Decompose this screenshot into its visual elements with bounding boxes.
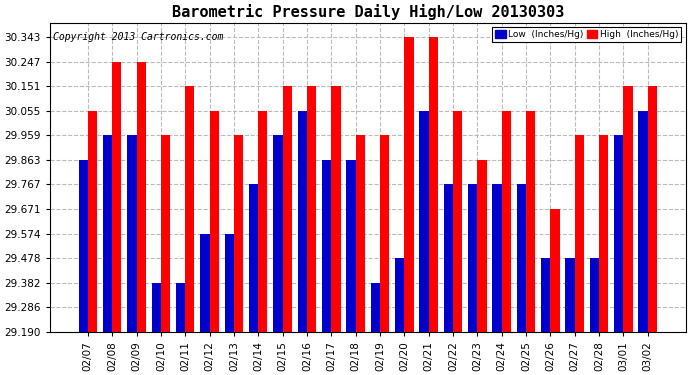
Title: Barometric Pressure Daily High/Low 20130303: Barometric Pressure Daily High/Low 20130… bbox=[172, 4, 564, 20]
Bar bbox=[541, 258, 551, 332]
Bar bbox=[283, 86, 292, 332]
Bar bbox=[420, 111, 428, 332]
Bar bbox=[331, 86, 340, 332]
Bar bbox=[297, 111, 307, 332]
Bar bbox=[395, 258, 404, 332]
Bar bbox=[355, 135, 365, 332]
Bar bbox=[493, 184, 502, 332]
Bar bbox=[152, 283, 161, 332]
Bar bbox=[161, 135, 170, 332]
Bar bbox=[517, 184, 526, 332]
Bar bbox=[623, 86, 633, 332]
Bar bbox=[273, 135, 283, 332]
Bar bbox=[307, 86, 316, 332]
Bar bbox=[371, 283, 380, 332]
Bar bbox=[88, 111, 97, 332]
Bar bbox=[502, 111, 511, 332]
Bar bbox=[565, 258, 575, 332]
Bar bbox=[599, 135, 609, 332]
Bar bbox=[103, 135, 112, 332]
Bar bbox=[444, 184, 453, 332]
Bar bbox=[176, 283, 185, 332]
Bar bbox=[638, 111, 648, 332]
Bar bbox=[468, 184, 477, 332]
Bar bbox=[346, 160, 355, 332]
Bar bbox=[258, 111, 268, 332]
Bar bbox=[380, 135, 389, 332]
Bar bbox=[551, 209, 560, 332]
Bar bbox=[234, 135, 243, 332]
Bar bbox=[477, 160, 486, 332]
Text: Copyright 2013 Cartronics.com: Copyright 2013 Cartronics.com bbox=[53, 32, 224, 42]
Bar bbox=[648, 86, 657, 332]
Bar bbox=[526, 111, 535, 332]
Legend: Low  (Inches/Hg), High  (Inches/Hg): Low (Inches/Hg), High (Inches/Hg) bbox=[492, 27, 681, 42]
Bar bbox=[428, 37, 438, 332]
Bar bbox=[453, 111, 462, 332]
Bar bbox=[249, 184, 258, 332]
Bar bbox=[322, 160, 331, 332]
Bar bbox=[200, 234, 210, 332]
Bar bbox=[210, 111, 219, 332]
Bar bbox=[79, 160, 88, 332]
Bar bbox=[575, 135, 584, 332]
Bar bbox=[590, 258, 599, 332]
Bar bbox=[185, 86, 195, 332]
Bar bbox=[404, 37, 413, 332]
Bar bbox=[112, 62, 121, 332]
Bar bbox=[127, 135, 137, 332]
Bar bbox=[137, 62, 146, 332]
Bar bbox=[614, 135, 623, 332]
Bar bbox=[225, 234, 234, 332]
